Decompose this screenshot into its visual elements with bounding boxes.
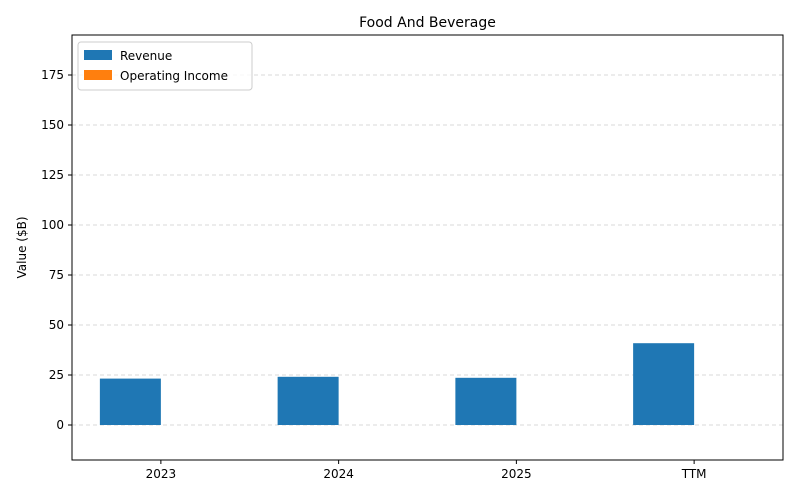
plot-frame [71, 34, 784, 461]
bar-revenue-ttm [633, 343, 695, 425]
y-tick-label: 150 [41, 118, 64, 132]
bar-revenue-2025 [455, 377, 517, 425]
y-axis-label: Value ($B) [15, 217, 29, 279]
y-tick-label: 100 [41, 218, 64, 232]
y-axis: 0 25 50 75 100 125 150 175 [41, 68, 72, 432]
legend-swatch-operating-income [84, 70, 112, 80]
bars [99, 343, 695, 425]
y-tick-label: 50 [49, 318, 64, 332]
x-tick-label: 2023 [146, 467, 177, 481]
x-tick-label: 2024 [323, 467, 354, 481]
y-tick-label: 125 [41, 168, 64, 182]
legend-label-revenue: Revenue [120, 49, 172, 63]
legend-label-operating-income: Operating Income [120, 69, 228, 83]
bar-revenue-2024 [277, 376, 339, 425]
chart-title: Food And Beverage [359, 15, 496, 31]
y-tick-label: 25 [49, 368, 64, 382]
bar-revenue-2023 [99, 378, 161, 425]
x-tick-label: 2025 [501, 467, 532, 481]
legend: Revenue Operating Income [77, 41, 253, 91]
y-tick-label: 75 [49, 268, 64, 282]
y-tick-label: 0 [56, 418, 64, 432]
legend-box [77, 41, 253, 91]
x-axis: 2023 2024 2025 TTM [146, 460, 707, 481]
y-tick-label: 175 [41, 68, 64, 82]
legend-swatch-revenue [84, 50, 112, 60]
x-tick-label: TTM [681, 467, 707, 481]
